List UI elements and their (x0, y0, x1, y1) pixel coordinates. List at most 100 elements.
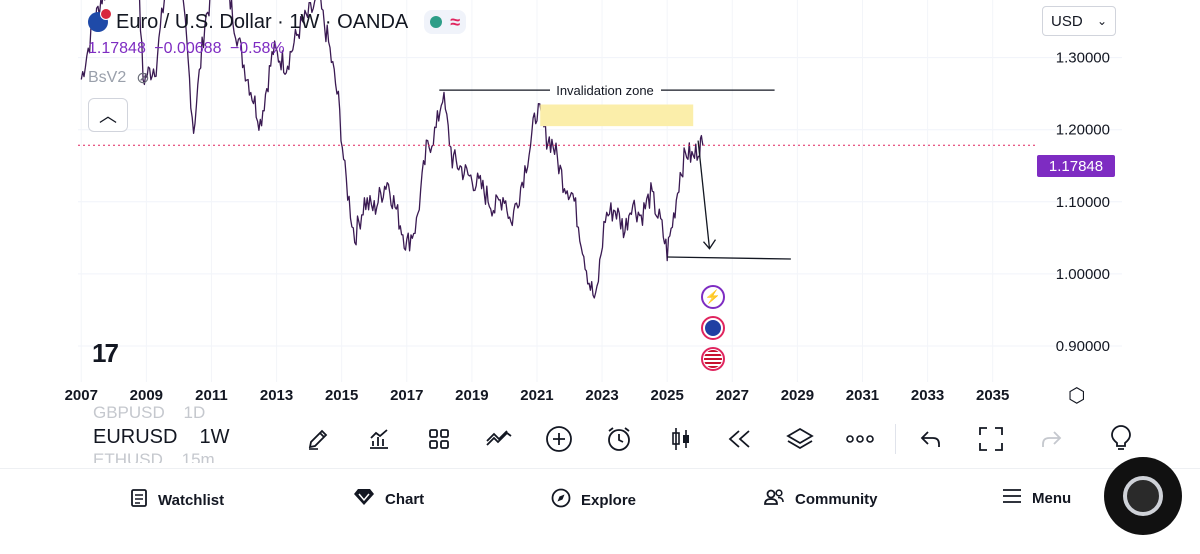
layers-icon[interactable] (785, 424, 815, 454)
target-line (667, 256, 791, 260)
x-tick-label: 2025 (650, 387, 683, 404)
eye-off-icon[interactable]: ⊘ (136, 70, 150, 87)
wave-icon: ≈ (450, 12, 461, 32)
add-icon[interactable] (544, 424, 574, 454)
price-chart[interactable]: Invalidation zone 1.300001.200001.100001… (0, 0, 1200, 406)
time-axis[interactable]: 2007 2009 2011 2013 2015 2017 2019 2021 2023 2025… (65, 387, 1010, 404)
tradingview-logo-icon[interactable]: 17 (92, 338, 119, 368)
x-tick-label: 2031 (846, 387, 879, 404)
y-tick-label: 1.00000 (1056, 266, 1110, 283)
chevron-down-icon: ⌄ (1096, 14, 1107, 28)
x-tick-label: 2019 (455, 387, 488, 404)
nav-community-label: Community (795, 491, 878, 508)
x-tick-label: 2033 (911, 387, 944, 404)
price-line (80, 0, 704, 299)
lightbulb-icon[interactable] (1106, 424, 1136, 454)
fullscreen-icon[interactable] (976, 424, 1006, 454)
ohlc-row: 1.17848 −0.00688 −0.58% (88, 40, 289, 58)
next-interval-label: 15m (181, 453, 215, 463)
candles-icon[interactable] (666, 424, 696, 454)
invalidation-label: Invalidation zone (556, 83, 654, 98)
active-symbol[interactable]: EURUSD 1W (93, 426, 229, 449)
x-tick-label: 2011 (195, 387, 228, 404)
chart-annotations: Invalidation zone (78, 83, 1037, 260)
prev-interval-label: 1D (183, 406, 206, 418)
nav-menu-label: Menu (1032, 490, 1072, 507)
x-tick-label: 2029 (781, 387, 814, 404)
x-tick-label: 2035 (976, 387, 1009, 404)
forecast-arrow-shaft (697, 140, 711, 249)
symbol-switcher[interactable]: GBPUSD 1D EURUSD 1W ETHUSD 15m (93, 406, 229, 463)
x-tick-label: 2017 (390, 387, 423, 404)
grid-layout-icon[interactable] (424, 424, 454, 454)
prev-symbol[interactable]: GBPUSD 1D (93, 406, 229, 418)
symbol-header[interactable]: Euro / U.S. Dollar · 1W · OANDA ≈ (88, 8, 467, 36)
x-tick-label: 2023 (585, 387, 618, 404)
active-interval-label[interactable]: 1W (199, 426, 230, 448)
forecast-arrow-head (702, 239, 717, 250)
nav-explore-label: Explore (581, 492, 637, 509)
last-price-tag: 1.17848 (1037, 155, 1115, 177)
market-status-pill[interactable]: ≈ (424, 10, 467, 34)
compare-icon[interactable] (484, 424, 514, 454)
lightning-icon[interactable]: ⚡ (701, 285, 725, 309)
last-price-value: 1.17848 (88, 40, 146, 57)
nav-chart-label: Chart (385, 491, 425, 508)
x-tick-label: 2007 (65, 387, 98, 404)
eur-usd-flag-icon (88, 8, 112, 32)
nav-community[interactable]: Community (763, 488, 878, 511)
next-symbol-label: ETHUSD (93, 453, 163, 463)
currency-value: USD (1051, 12, 1083, 30)
next-symbol[interactable]: ETHUSD 15m (93, 453, 229, 463)
nav-watchlist[interactable]: Watchlist (130, 488, 224, 513)
nav-menu[interactable]: Menu (1002, 488, 1071, 509)
toolbar-divider (895, 424, 896, 454)
x-tick-label: 2013 (260, 387, 293, 404)
chevron-up-icon: ︿ (99, 106, 117, 126)
eu-flag-icon[interactable] (701, 316, 725, 340)
us-flag-icon[interactable] (701, 347, 725, 371)
active-symbol-label: EURUSD (93, 426, 178, 448)
hamburger-menu-icon (1002, 488, 1022, 509)
y-tick-label: 1.10000 (1056, 194, 1110, 211)
alarm-icon[interactable] (604, 424, 634, 454)
currency-select[interactable]: USD ⌄ (1042, 6, 1116, 36)
compass-icon (551, 488, 571, 513)
indicator-label: BsV2 (88, 69, 127, 86)
replay-icon[interactable] (724, 424, 754, 454)
settings-icon[interactable]: ⬡ (1068, 385, 1086, 407)
chart-diamond-icon (353, 488, 375, 511)
change-value: −0.00688 (154, 40, 222, 57)
x-tick-label: 2021 (520, 387, 553, 404)
collapse-legend-button[interactable]: ︿ (88, 98, 128, 132)
screen-record-button[interactable] (1104, 457, 1182, 535)
y-tick-label: 0.90000 (1056, 338, 1110, 355)
indicator-row[interactable]: BsV2 ⊘ (88, 68, 150, 88)
y-tick-label: 1.30000 (1056, 50, 1110, 67)
nav-watchlist-label: Watchlist (158, 492, 225, 509)
chart-grid (78, 0, 1122, 382)
nav-chart[interactable]: Chart (353, 488, 424, 511)
price-series (80, 0, 704, 299)
market-open-dot-icon (430, 16, 443, 28)
brush-icon[interactable] (303, 424, 333, 454)
more-icon[interactable] (845, 424, 875, 454)
x-tick-label: 2015 (325, 387, 358, 404)
watchlist-icon (130, 488, 148, 513)
x-tick-label: 2027 (716, 387, 749, 404)
prev-symbol-label: GBPUSD (93, 406, 165, 418)
price-axis[interactable]: 1.30000 1.20000 1.10000 1.00000 0.90000 (1056, 50, 1110, 355)
x-tick-label: 2009 (130, 387, 163, 404)
bottom-navigation: Watchlist Chart Explore Community Menu (0, 468, 1200, 554)
redo-icon[interactable] (1036, 424, 1066, 454)
y-tick-label: 1.20000 (1056, 122, 1110, 139)
indicators-icon[interactable] (364, 424, 394, 454)
change-percent-value: −0.58% (229, 40, 285, 57)
drawing-toolbar: GBPUSD 1D EURUSD 1W ETHUSD 15m (0, 406, 1200, 468)
people-icon (763, 488, 785, 511)
undo-icon[interactable] (916, 424, 946, 454)
symbol-title[interactable]: Euro / U.S. Dollar · 1W · OANDA (116, 10, 409, 33)
invalidation-zone-box (540, 104, 694, 127)
record-icon (1123, 476, 1163, 516)
nav-explore[interactable]: Explore (551, 488, 636, 513)
